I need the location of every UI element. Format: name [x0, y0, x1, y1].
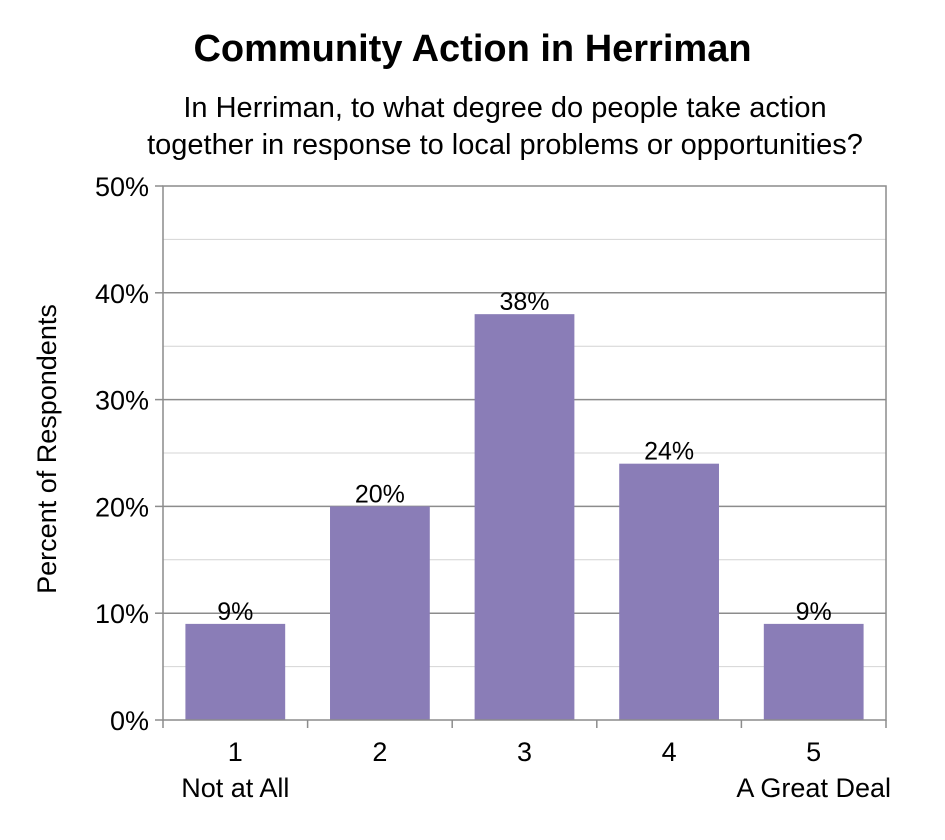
bar-4 — [619, 463, 719, 720]
data-label-5: 9% — [796, 598, 832, 626]
bar-1 — [185, 623, 286, 720]
x-tick-label-5: 5 — [806, 737, 821, 767]
y-tick-label: 30% — [95, 386, 149, 416]
y-tick-label: 10% — [95, 599, 149, 629]
y-tick-label: 40% — [95, 279, 149, 309]
bars — [185, 314, 864, 720]
x-tick-label-2: 2 — [372, 737, 387, 767]
data-label-2: 20% — [355, 480, 405, 508]
data-label-1: 9% — [217, 598, 253, 626]
x-tick-label-4: 4 — [662, 737, 677, 767]
plot-area-frame — [162, 185, 887, 721]
x-axis-ticks: 1 Not at All 2 3 4 5 A Great Deal — [162, 720, 891, 803]
data-label-3: 38% — [499, 288, 549, 316]
chart-title: Community Action in Herriman — [193, 28, 752, 70]
x-tick-label-3: 3 — [517, 737, 532, 767]
x-tick-label-1: 1 — [228, 737, 243, 767]
x-tick-sublabel-1: Not at All — [181, 773, 289, 803]
bar-5 — [763, 623, 864, 720]
chart-subtitle: In Herriman, to what degree do people ta… — [80, 90, 930, 164]
chart-subtitle-line-1: In Herriman, to what degree do people ta… — [183, 92, 827, 124]
bar-3 — [474, 314, 575, 720]
x-tick-sublabel-5: A Great Deal — [736, 773, 891, 803]
data-labels: 9% 20% 38% 24% 9% — [217, 288, 832, 626]
bar-2 — [330, 506, 430, 720]
y-axis-ticks: 0% 10% 20% 30% 40% 50% — [95, 172, 163, 736]
y-axis-label: Percent of Respondents — [32, 304, 62, 594]
y-tick-label: 50% — [95, 172, 149, 202]
data-label-4: 24% — [644, 438, 694, 466]
y-tick-label: 0% — [110, 706, 149, 736]
y-tick-label: 20% — [95, 492, 149, 522]
chart-subtitle-line-2: together in response to local problems o… — [147, 129, 863, 161]
